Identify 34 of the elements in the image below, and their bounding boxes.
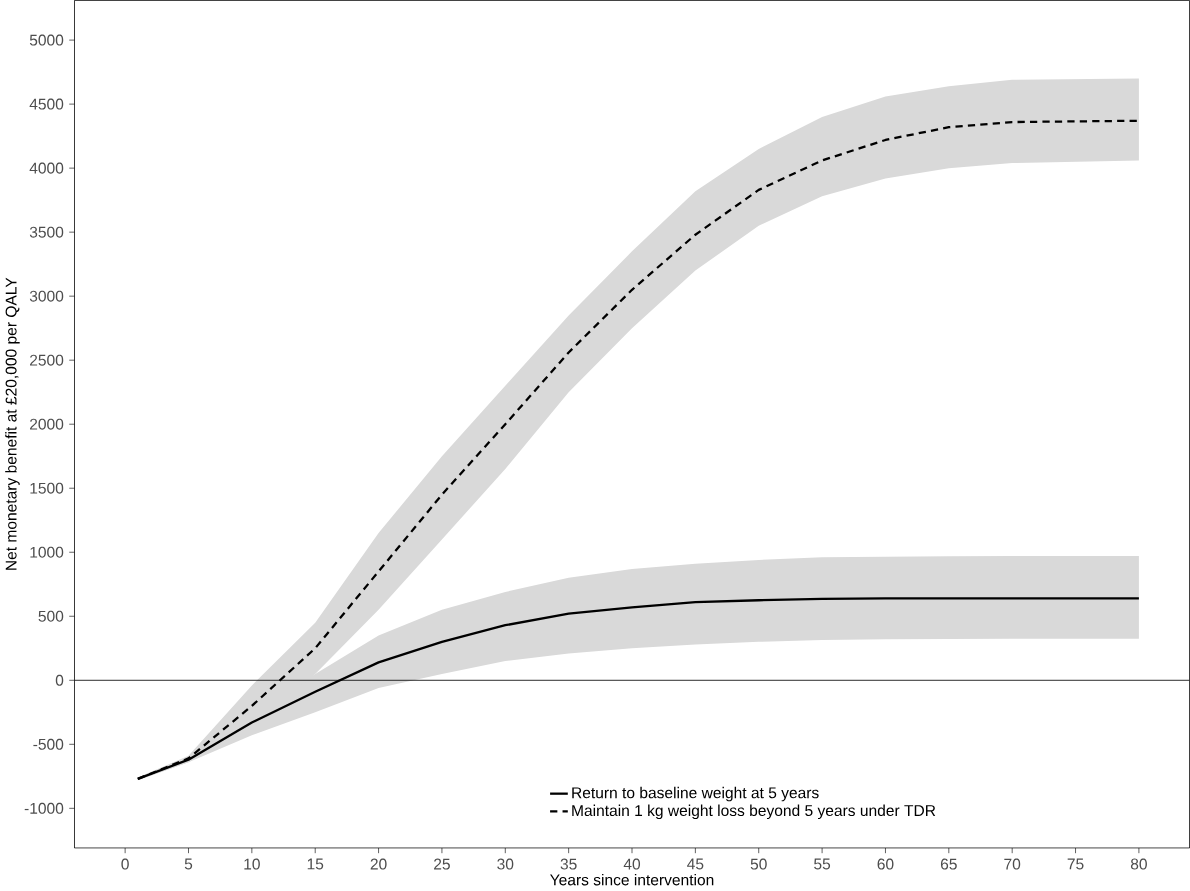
x-tick-label: 10 [244, 858, 260, 870]
x-tick-label: 25 [434, 858, 450, 870]
y-tick-label: 3000 [29, 290, 64, 302]
x-tick-label: 35 [560, 858, 577, 870]
x-tick-label: 5 [184, 858, 193, 870]
x-tick-label: 80 [1130, 858, 1147, 870]
x-tick-label: 75 [1067, 858, 1084, 870]
legend-label: Return to baseline weight at 5 years [572, 787, 819, 802]
y-tick-label: 1000 [30, 546, 64, 558]
y-tick-label: 1500 [30, 482, 64, 494]
x-axis-title: Years since intervention [550, 874, 714, 886]
y-tick-label: 4500 [29, 98, 64, 110]
x-tick-label: 50 [750, 858, 767, 870]
x-tick-label: 65 [940, 858, 957, 870]
x-tick-label: 60 [877, 858, 894, 870]
x-tick-label: 45 [687, 858, 704, 870]
y-tick-label: 3500 [29, 226, 64, 238]
y-tick-label: 500 [38, 610, 64, 622]
y-tick-label: -500 [33, 738, 64, 751]
y-tick-label: 4000 [29, 162, 64, 174]
x-tick-label: 40 [623, 858, 641, 870]
y-tick-label: 2500 [30, 354, 64, 366]
x-tick-label: 20 [370, 858, 387, 870]
x-tick-label: 15 [307, 858, 324, 870]
x-tick-label: 0 [121, 858, 129, 870]
x-tick-label: 70 [1004, 858, 1021, 870]
y-tick-label: 2000 [30, 418, 64, 430]
y-axis-title: Net monetary benefit at £20,000 per QALY [5, 277, 20, 571]
x-tick-label: 55 [814, 858, 831, 870]
y-tick-label: 5000 [29, 34, 64, 46]
x-tick-label: 30 [497, 858, 514, 870]
y-tick-label: -1000 [24, 803, 64, 815]
y-tick-label: 0 [55, 674, 64, 686]
legend-label: Maintain 1 kg weight loss beyond 5 years under TDR [572, 804, 936, 820]
